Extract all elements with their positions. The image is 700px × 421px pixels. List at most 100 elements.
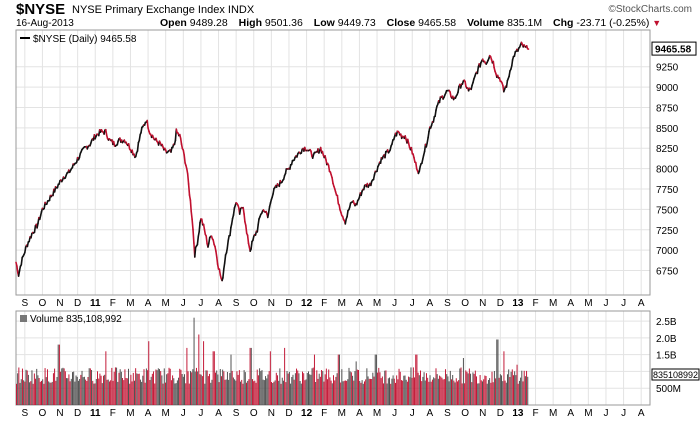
price-x-tick-label: N <box>268 298 275 309</box>
volume-x-tick-label: F <box>532 408 538 419</box>
price-line <box>15 41 530 282</box>
volume-bar <box>186 347 188 405</box>
ohlc-summary: Open 9489.28 High 9501.36 Low 9449.73 Cl… <box>160 17 661 29</box>
volume-panel-frame <box>15 310 651 406</box>
volume-bar <box>205 370 207 405</box>
price-line-segment <box>196 235 200 246</box>
volume-bar <box>522 381 524 405</box>
volume-bar <box>138 373 140 405</box>
volume-bar <box>66 378 68 405</box>
volume-bar <box>230 354 232 405</box>
price-y-axis: 6750 7000 7250 7500 7750 8000 8250 8500 8750 9000… <box>656 63 679 278</box>
volume-bar <box>74 381 76 405</box>
volume-bar <box>497 339 499 405</box>
volume-x-tick-label: A <box>145 408 152 419</box>
price-line-segment <box>344 218 348 225</box>
volume-bar <box>358 370 359 405</box>
volume-bar <box>241 379 243 405</box>
volume-bar <box>135 368 137 405</box>
volume-bar <box>206 370 208 405</box>
volume-x-tick-label: 13 <box>512 408 524 419</box>
volume-bar <box>492 382 494 405</box>
volume-bar <box>108 381 110 405</box>
volume-bar <box>327 379 329 405</box>
volume-bar <box>238 370 240 405</box>
volume-bar <box>290 383 292 405</box>
volume-bar <box>203 341 205 405</box>
volume-bar <box>213 351 215 405</box>
price-line-segment <box>20 256 24 266</box>
volume-bar <box>331 383 333 405</box>
volume-bar <box>192 369 194 405</box>
volume-bar <box>61 368 63 405</box>
volume-bar <box>379 372 381 405</box>
volume-bar <box>337 354 339 405</box>
volume-bar <box>181 374 183 405</box>
volume-bar <box>143 369 145 405</box>
volume-bar <box>180 369 182 405</box>
price-x-tick-label: 11 <box>90 298 101 309</box>
stockcharts-brand[interactable]: ©StockCharts.com <box>608 4 692 15</box>
volume-bar <box>141 381 143 405</box>
volume-bar <box>178 377 180 405</box>
price-line-segment <box>202 223 206 230</box>
volume-bar <box>272 383 274 405</box>
volume-bar <box>162 383 164 405</box>
volume-bar <box>49 382 51 405</box>
volume-bar <box>279 368 281 405</box>
volume-bar <box>122 378 124 405</box>
price-line-segment <box>331 177 334 185</box>
volume-bar <box>455 378 457 405</box>
price-line-segment <box>418 165 422 173</box>
volume-bar <box>503 351 505 405</box>
volume-bar <box>441 377 443 405</box>
volume-bar <box>359 381 361 405</box>
volume-bar <box>93 383 95 405</box>
volume-bar <box>57 344 59 405</box>
volume-x-tick-label: J <box>410 408 415 419</box>
volume-bar <box>473 373 475 405</box>
price-x-tick-label: D <box>497 298 504 309</box>
volume-bar <box>281 377 283 405</box>
volume-bar <box>123 380 125 405</box>
volume-bar <box>72 372 73 405</box>
volume-bar <box>402 380 404 405</box>
volume-bar <box>417 372 419 405</box>
volume-bar <box>451 379 452 405</box>
volume-bar <box>524 376 526 405</box>
volume-bar <box>129 383 131 405</box>
volume-bar <box>219 369 221 405</box>
volume-bar <box>350 372 352 405</box>
volume-bar <box>88 368 90 405</box>
volume-bar <box>420 370 421 405</box>
volume-bar <box>247 380 249 405</box>
volume-bar <box>356 369 358 405</box>
volume-bar <box>308 371 309 405</box>
price-y-tick-label: 8000 <box>656 165 679 176</box>
volume-bar <box>317 378 319 405</box>
price-line-segment <box>410 146 414 155</box>
volume-bar <box>89 368 91 405</box>
last-price-label: 9465.58 <box>655 45 692 56</box>
volume-bar <box>191 372 193 405</box>
volume-bar <box>81 370 83 405</box>
price-line-segment <box>327 164 331 173</box>
volume-bar <box>137 373 139 405</box>
price-line-segment <box>243 213 246 223</box>
price-line-segment <box>267 205 271 214</box>
volume-x-tick-label: M <box>338 408 346 419</box>
volume-bar <box>77 380 79 405</box>
volume-bar <box>292 374 294 405</box>
volume-x-tick-label: 12 <box>301 408 313 419</box>
volume-bar <box>246 382 247 405</box>
price-line-segment <box>187 183 191 196</box>
volume-bar <box>83 376 85 405</box>
volume-x-tick-label: M <box>584 408 592 419</box>
volume-bar <box>423 372 425 405</box>
price-y-tick-label: 8750 <box>656 103 679 114</box>
volume-bar <box>310 374 312 405</box>
volume-bar <box>466 371 468 405</box>
volume-bar <box>515 375 517 405</box>
volume-bar <box>456 381 458 405</box>
